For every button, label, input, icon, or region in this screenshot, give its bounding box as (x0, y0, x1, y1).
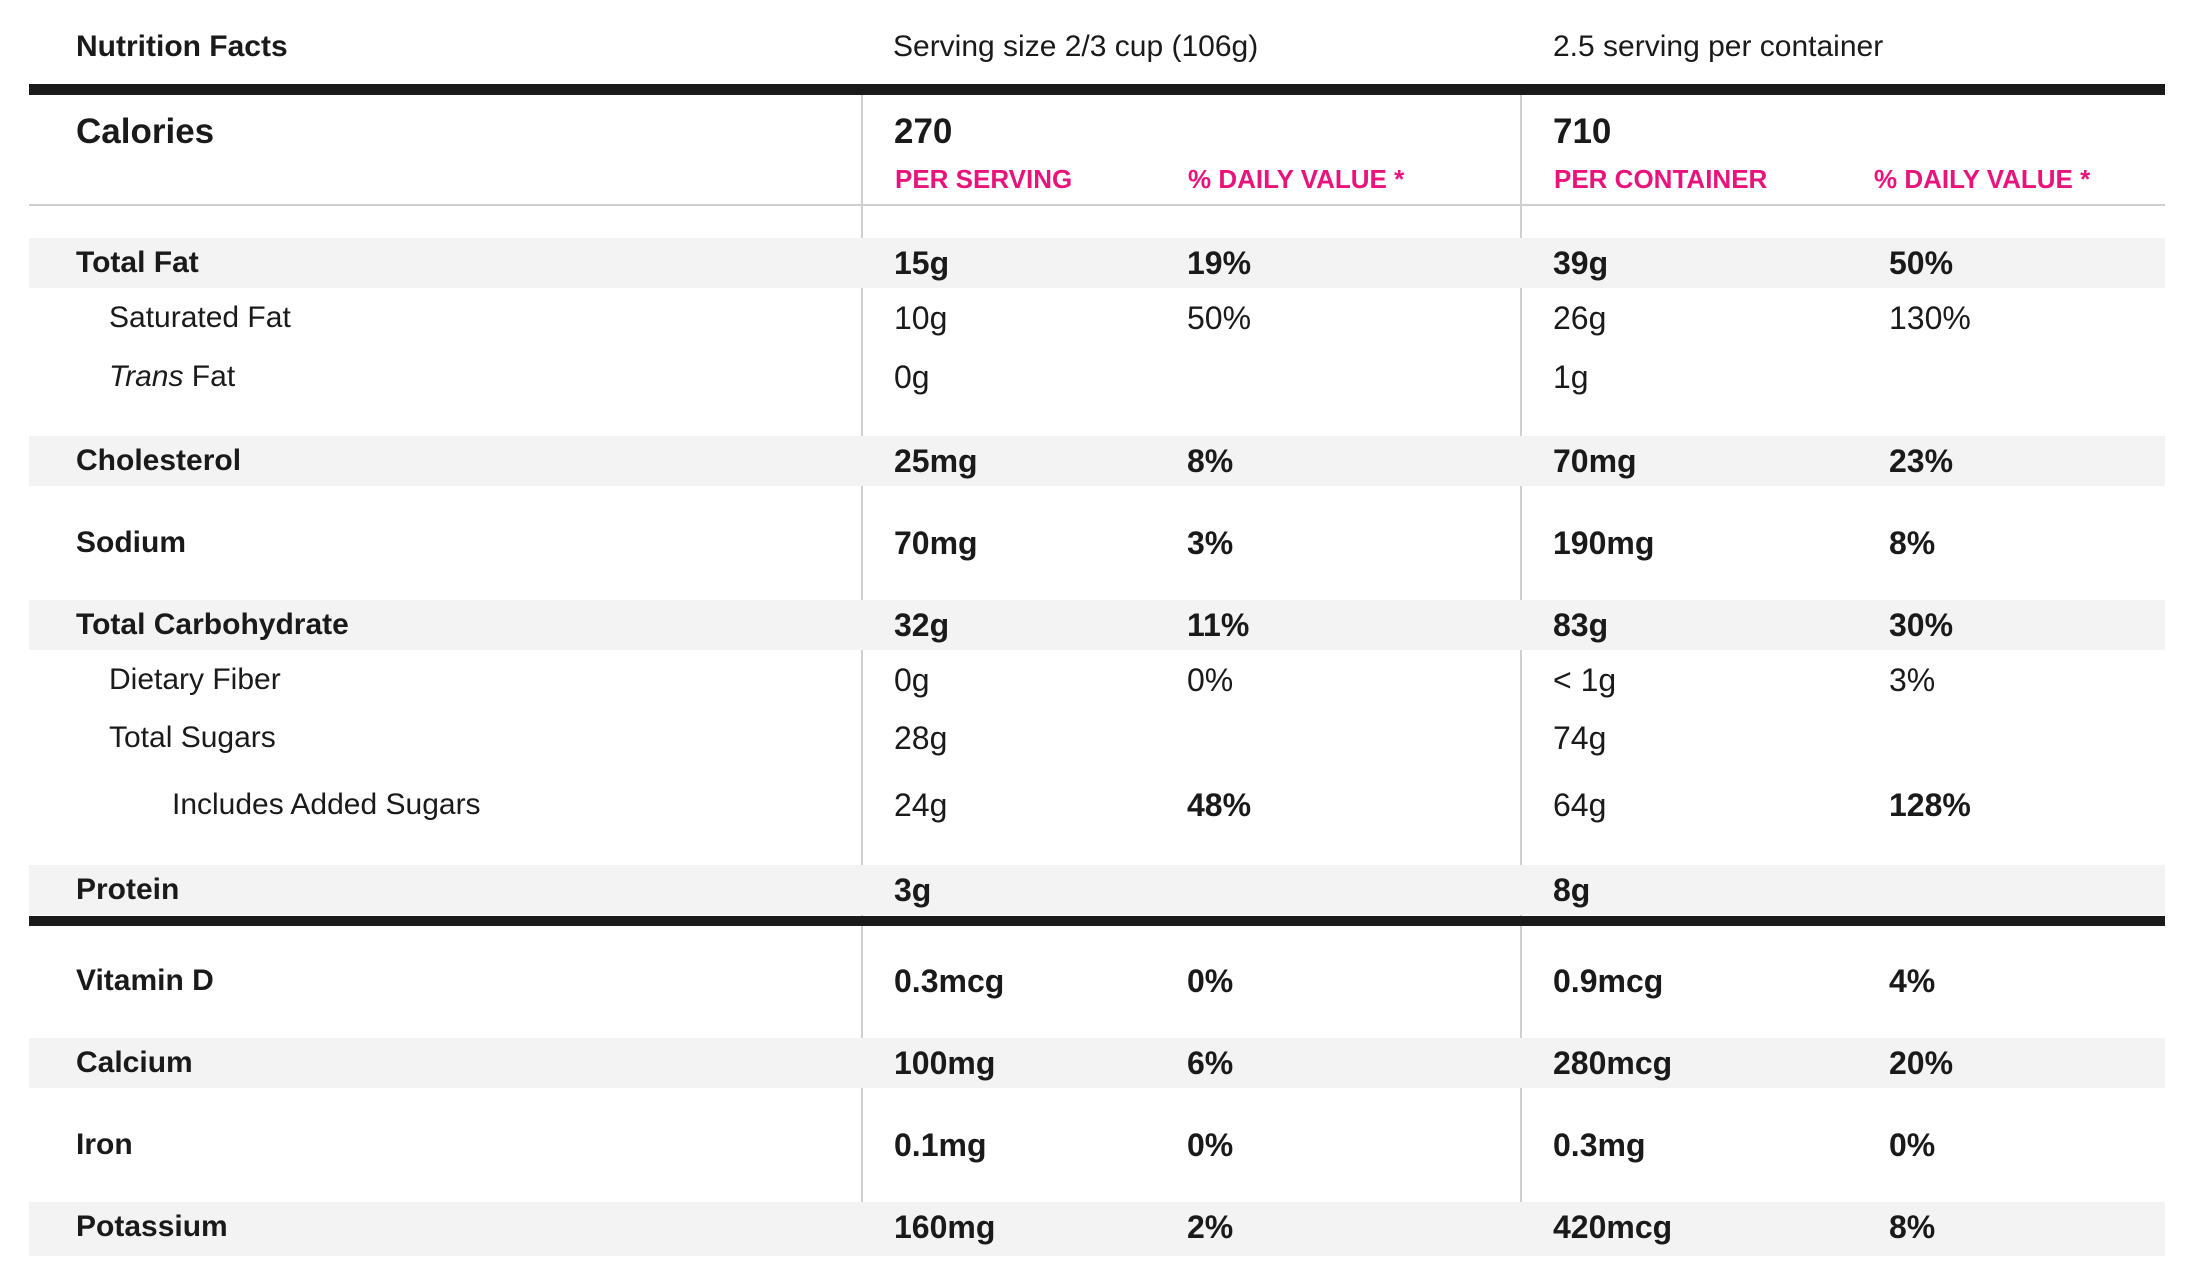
nutrient-label: Cholesterol (76, 444, 242, 477)
nutrient-row-protein: Protein 3g 8g (29, 865, 2165, 915)
dv-container-header: % DAILY VALUE * (1874, 164, 2091, 194)
nutrient-label: Total Sugars (109, 721, 276, 754)
container-amount: 0.3mg (1553, 1127, 1646, 1163)
nutrient-row-total-carbohydrate: Total Carbohydrate 32g 11% 83g 30% (29, 600, 2165, 650)
serving-amount: 24g (894, 787, 948, 823)
nutrient-label: Trans Fat (109, 352, 235, 402)
nutrient-label: Includes Added Sugars (172, 788, 481, 821)
container-amount: 70mg (1553, 443, 1637, 479)
nutrient-row-total-sugars: Total Sugars 28g 74g (29, 713, 2165, 763)
container-amount: 74g (1553, 720, 1607, 756)
serving-dv: 2% (1187, 1209, 1234, 1245)
vitamin-label: Iron (76, 1128, 133, 1161)
per-serving-header: PER SERVING (895, 164, 1073, 194)
vitamin-row-iron: Iron 0.1mg 0% 0.3mg 0% (29, 1120, 2165, 1170)
serving-amount: 0g (894, 662, 930, 698)
container-amount: 190mg (1553, 525, 1655, 561)
dv-serving-header: % DAILY VALUE * (1188, 164, 1405, 194)
serving-amount: 70mg (894, 525, 978, 561)
per-container-header: PER CONTAINER (1554, 164, 1768, 194)
column-divider-container (1520, 95, 1522, 1256)
serving-dv: 3% (1187, 525, 1234, 561)
serving-amount: 0.3mcg (894, 963, 1005, 999)
nutrient-row-sodium: Sodium 70mg 3% 190mg 8% (29, 518, 2165, 568)
nutrient-label: Total Fat (76, 246, 199, 279)
column-divider-serving (861, 95, 863, 1256)
serving-size: Serving size 2/3 cup (106g) (893, 30, 1259, 63)
serving-dv: 48% (1187, 787, 1252, 823)
serving-amount: 25mg (894, 443, 978, 479)
container-dv: 30% (1889, 607, 1954, 643)
nutrient-label-rest: Fat (183, 360, 236, 393)
nutrient-label: Sodium (76, 526, 186, 559)
serving-amount: 160mg (894, 1209, 996, 1245)
nutrient-row-cholesterol: Cholesterol 25mg 8% 70mg 23% (29, 436, 2165, 486)
nutrient-label: Protein (76, 873, 180, 906)
vitamin-label: Vitamin D (76, 964, 214, 997)
servings-per-container: 2.5 serving per container (1553, 30, 1884, 63)
serving-dv: 0% (1187, 1127, 1234, 1163)
container-amount: 420mcg (1553, 1209, 1673, 1245)
calories-per-container: 710 (1553, 112, 1612, 151)
serving-dv: 50% (1187, 300, 1252, 336)
container-amount: 0.9mcg (1553, 963, 1664, 999)
container-amount: 8g (1553, 872, 1591, 908)
serving-dv: 11% (1187, 607, 1250, 643)
container-dv: 20% (1889, 1045, 1954, 1081)
serving-amount: 0g (894, 359, 930, 395)
serving-dv: 0% (1187, 662, 1234, 698)
calories-divider (29, 204, 2165, 206)
container-amount: 280mcg (1553, 1045, 1673, 1081)
container-amount: < 1g (1553, 662, 1617, 698)
calories-label: Calories (76, 112, 215, 151)
serving-dv: 19% (1187, 245, 1252, 281)
container-amount: 26g (1553, 300, 1607, 336)
vitamin-row-calcium: Calcium 100mg 6% 280mcg 20% (29, 1038, 2165, 1088)
container-amount: 1g (1553, 359, 1589, 395)
top-thick-rule (29, 84, 2165, 95)
container-dv: 130% (1889, 300, 1971, 336)
container-dv: 8% (1889, 525, 1936, 561)
serving-dv: 8% (1187, 443, 1234, 479)
vitamin-label: Potassium (76, 1210, 228, 1243)
container-dv: 50% (1889, 245, 1954, 281)
container-dv: 8% (1889, 1209, 1936, 1245)
serving-dv: 0% (1187, 963, 1234, 999)
nutrient-row-trans-fat: Trans Fat 0g 1g (29, 352, 2165, 402)
serving-dv: 6% (1187, 1045, 1234, 1081)
container-dv: 23% (1889, 443, 1954, 479)
container-dv: 128% (1889, 787, 1971, 823)
serving-amount: 32g (894, 607, 950, 643)
serving-amount: 10g (894, 300, 948, 336)
nutrient-row-added-sugars: Includes Added Sugars 24g 48% 64g 128% (29, 780, 2165, 830)
container-amount: 64g (1553, 787, 1607, 823)
nutrient-label-italic: Trans (109, 360, 184, 393)
serving-amount: 28g (894, 720, 948, 756)
vitamin-label: Calcium (76, 1046, 193, 1079)
vitamin-row-vitamin-d: Vitamin D 0.3mcg 0% 0.9mcg 4% (29, 956, 2165, 1006)
nutrient-label: Saturated Fat (109, 301, 291, 334)
container-dv: 3% (1889, 662, 1936, 698)
serving-amount: 100mg (894, 1045, 996, 1081)
serving-amount: 0.1mg (894, 1127, 987, 1163)
nutrient-label: Total Carbohydrate (76, 608, 349, 641)
vitamin-row-potassium: Potassium 160mg 2% 420mcg 8% (29, 1202, 2165, 1256)
nutrient-row-saturated-fat: Saturated Fat 10g 50% 26g 130% (29, 293, 2165, 343)
vitamins-thick-rule (29, 916, 2165, 926)
container-dv: 4% (1889, 963, 1936, 999)
serving-amount: 15g (894, 245, 950, 281)
container-dv: 0% (1889, 1127, 1936, 1163)
calories-per-serving: 270 (894, 112, 953, 151)
nutrient-row-total-fat: Total Fat 15g 19% 39g 50% (29, 238, 2165, 288)
nutrient-row-dietary-fiber: Dietary Fiber 0g 0% < 1g 3% (29, 655, 2165, 705)
container-amount: 83g (1553, 607, 1609, 643)
serving-amount: 3g (894, 872, 932, 908)
nutrient-label: Dietary Fiber (109, 663, 281, 696)
container-amount: 39g (1553, 245, 1609, 281)
table-title: Nutrition Facts (76, 30, 288, 63)
